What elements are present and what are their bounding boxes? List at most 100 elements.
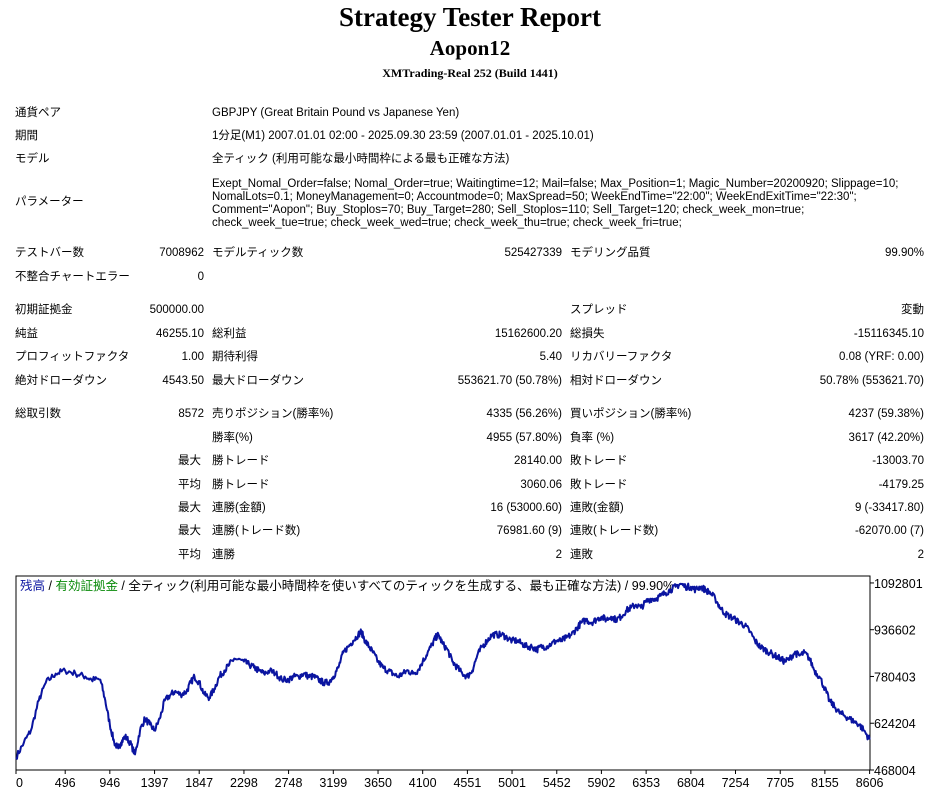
stat-value: 28140.00: [514, 455, 562, 467]
stat-label: 連勝(トレード数): [212, 525, 301, 537]
balance-series-line: [15, 582, 871, 760]
stat-value: 553621.70 (50.78%): [457, 375, 562, 387]
stat-label: 絶対ドローダウン: [15, 375, 107, 387]
model-value: 全ティック (利用可能な最小時間枠による最も正確な方法): [212, 153, 510, 165]
stat-label: 最大ドローダウン: [212, 375, 304, 387]
x-tick-label: 1847: [185, 776, 213, 790]
stat-label: 純益: [15, 328, 38, 340]
x-tick-label: 8155: [811, 776, 839, 790]
legend-separator: /: [45, 579, 55, 593]
stat-label: スプレッド: [570, 304, 628, 316]
stat-value: 8572: [178, 408, 204, 420]
stat-label: 勝トレード: [212, 479, 270, 491]
stat-label: 最大: [178, 525, 201, 537]
stat-value: -15116345.10: [853, 328, 924, 340]
x-tick-label: 3199: [319, 776, 347, 790]
x-tick-label: 3650: [364, 776, 392, 790]
stat-label: 平均: [178, 549, 201, 561]
stat-label: 連勝: [212, 549, 235, 561]
x-tick-label: 1397: [141, 776, 169, 790]
stat-label: リカバリーファクタ: [570, 351, 673, 363]
legend-separator: /: [118, 579, 128, 593]
stat-label: 負率 (%): [570, 432, 615, 444]
stat-value: 9 (-33417.80): [854, 502, 924, 514]
report-title: Strategy Tester Report: [339, 2, 601, 32]
stat-value: 99.90%: [884, 247, 924, 259]
stat-value: 500000.00: [149, 304, 204, 316]
stat-label: 不整合チャートエラー: [15, 271, 130, 283]
x-tick-label: 6353: [632, 776, 660, 790]
stat-value: 16 (53000.60): [490, 502, 562, 514]
legend-description: 全ティック(利用可能な最小時間枠を使いすべてのティックを生成する、最も正確な方法…: [128, 578, 674, 593]
y-tick-label: 624204: [874, 717, 916, 731]
y-tick-label: 936602: [874, 624, 916, 638]
symbol-label: 通貨ペア: [15, 107, 61, 119]
stat-label: 勝トレード: [212, 455, 270, 467]
y-tick-label: 780403: [874, 670, 916, 684]
stat-label: 平均: [178, 479, 201, 491]
period-label: 期間: [15, 130, 38, 142]
x-tick-label: 8606: [856, 776, 884, 790]
stat-value: 76981.60 (9): [496, 525, 562, 537]
stat-value: 2: [917, 549, 924, 561]
x-tick-label: 496: [55, 776, 76, 790]
stat-label: 期待利得: [212, 351, 258, 363]
stat-value: 5.40: [539, 351, 562, 363]
stat-value: 4955 (57.80%): [486, 432, 562, 444]
stat-label: 連敗(トレード数): [570, 525, 659, 537]
y-tick-label: 468004: [874, 764, 916, 778]
stat-label: 連敗(金額): [570, 502, 624, 514]
stat-label: 総取引数: [15, 408, 61, 420]
stat-value: 1.00: [181, 351, 204, 363]
stat-label: テストバー数: [15, 247, 84, 259]
plot-area: [15, 575, 871, 771]
stat-label: 最大: [178, 455, 201, 467]
stat-value: 4237 (59.38%): [848, 408, 924, 420]
stat-value: 7008962: [159, 247, 204, 259]
y-tick-label: 1092801: [874, 577, 923, 591]
legend-balance: 残高: [20, 578, 45, 593]
stat-value: 525427339: [504, 247, 562, 259]
stat-label: 敗トレード: [570, 455, 628, 467]
server-info: XMTrading-Real 252 (Build 1441): [382, 66, 558, 80]
x-tick-label: 2748: [275, 776, 303, 790]
stat-label: 勝率(%): [212, 432, 253, 444]
stat-label: モデリング品質: [570, 247, 651, 259]
stat-label: 初期証拠金: [15, 304, 73, 316]
stat-label: プロフィットファクタ: [15, 351, 130, 363]
stat-label: 敗トレード: [570, 479, 628, 491]
x-tick-label: 5452: [543, 776, 571, 790]
stat-label: 総利益: [212, 328, 247, 340]
expert-name: Aopon12: [429, 36, 511, 60]
balance-chart: 残高 / 有効証拠金 / 全ティック(利用可能な最小時間枠を使いすべてのティック…: [15, 575, 923, 790]
x-tick-label: 4551: [453, 776, 481, 790]
stat-value: -13003.70: [872, 455, 924, 467]
x-tick-label: 2298: [230, 776, 258, 790]
period-value: 1分足(M1) 2007.01.01 02:00 - 2025.09.30 23…: [212, 130, 594, 142]
stat-value: 3617 (42.20%): [848, 432, 924, 444]
x-tick-label: 5902: [587, 776, 615, 790]
stat-value: 変動: [901, 304, 924, 316]
stat-value: 4335 (56.26%): [486, 408, 562, 420]
stat-label: 売りポジション(勝率%): [212, 408, 334, 420]
x-tick-label: 946: [99, 776, 120, 790]
stat-value: -4179.25: [878, 479, 924, 491]
stat-value: 15162600.20: [494, 328, 562, 340]
model-label: モデル: [15, 153, 50, 165]
x-tick-label: 7705: [766, 776, 794, 790]
stat-label: 連敗: [570, 549, 593, 561]
stat-label: 買いポジション(勝率%): [570, 408, 692, 420]
params-label: パラメーター: [15, 196, 84, 208]
x-tick-label: 4100: [409, 776, 437, 790]
stat-value: 0.08 (YRF: 0.00): [838, 351, 924, 363]
chart-legend: 残高 / 有効証拠金 / 全ティック(利用可能な最小時間枠を使いすべてのティック…: [20, 578, 674, 593]
stat-value: 4543.50: [162, 375, 204, 387]
stat-value: 46255.10: [156, 328, 204, 340]
stat-label: 最大: [178, 502, 201, 514]
stat-label: 連勝(金額): [212, 502, 266, 514]
stat-value: 50.78% (553621.70): [819, 375, 924, 387]
x-tick-label: 0: [16, 776, 23, 790]
x-tick-label: 6804: [677, 776, 705, 790]
stat-value: -62070.00 (7): [854, 525, 924, 537]
stat-value: 2: [555, 549, 562, 561]
